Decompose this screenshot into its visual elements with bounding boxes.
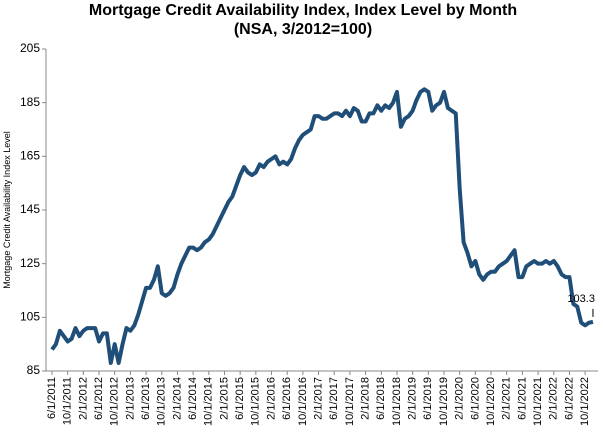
- x-tick-label: 2/1/2022: [548, 377, 560, 420]
- x-tick-label: 2/1/2015: [218, 377, 230, 420]
- y-tick-label: 205: [20, 41, 40, 55]
- x-tick-label: 2/1/2012: [77, 377, 89, 420]
- x-tick-label: 2/1/2017: [312, 377, 324, 420]
- chart-title: Mortgage Credit Availability Index, Inde…: [89, 2, 517, 19]
- x-tick-label: 6/1/2022: [563, 377, 575, 420]
- x-tick-label: 2/1/2021: [501, 377, 513, 420]
- y-tick-label: 105: [20, 310, 40, 324]
- x-tick-label: 2/1/2013: [124, 377, 136, 420]
- y-tick-label: 145: [20, 202, 40, 216]
- data-label: 103.3: [567, 293, 595, 305]
- x-tick-label: 6/1/2021: [516, 377, 528, 420]
- x-tick-label: 6/1/2011: [46, 377, 58, 419]
- x-tick-label: 6/1/2014: [187, 377, 199, 420]
- x-tick-label: 10/1/2019: [438, 377, 450, 426]
- x-tick-label: 10/1/2015: [250, 377, 262, 426]
- x-tick-label: 6/1/2016: [281, 377, 293, 420]
- x-tick-label: 2/1/2016: [265, 377, 277, 420]
- x-tick-label: 6/1/2020: [469, 377, 481, 420]
- y-tick-label: 185: [20, 95, 40, 109]
- chart-subtitle: (NSA, 3/2012=100): [234, 21, 372, 38]
- x-tick-label: 6/1/2018: [375, 377, 387, 420]
- x-tick-label: 10/1/2011: [62, 377, 74, 425]
- x-tick-label: 2/1/2019: [407, 377, 419, 420]
- x-tick-label: 10/1/2013: [156, 377, 168, 426]
- y-axis-label: Mortgage Credit Availability Index Level: [2, 131, 12, 288]
- x-tick-label: 10/1/2020: [485, 377, 497, 426]
- x-tick-label: 6/1/2019: [422, 377, 434, 420]
- x-tick-label: 10/1/2018: [391, 377, 403, 426]
- x-tick-label: 10/1/2021: [532, 377, 544, 426]
- x-tick-label: 10/1/2017: [344, 377, 356, 426]
- x-tick-label: 10/1/2022: [579, 377, 591, 426]
- x-tick-label: 2/1/2014: [171, 377, 183, 420]
- x-tick-label: 6/1/2015: [234, 377, 246, 420]
- series-line: [50, 87, 594, 365]
- y-tick-label: 85: [27, 363, 41, 377]
- x-tick-label: 10/1/2014: [203, 377, 215, 426]
- x-tick-label: 10/1/2012: [109, 377, 121, 426]
- y-tick-label: 165: [20, 149, 40, 163]
- x-tick-label: 2/1/2018: [360, 377, 372, 420]
- x-tick-label: 2/1/2020: [454, 377, 466, 420]
- y-tick-label: 125: [20, 256, 40, 270]
- x-tick-label: 10/1/2016: [297, 377, 309, 426]
- x-tick-label: 6/1/2012: [93, 377, 105, 420]
- x-tick-label: 6/1/2017: [328, 377, 340, 420]
- x-tick-label: 6/1/2013: [140, 377, 152, 420]
